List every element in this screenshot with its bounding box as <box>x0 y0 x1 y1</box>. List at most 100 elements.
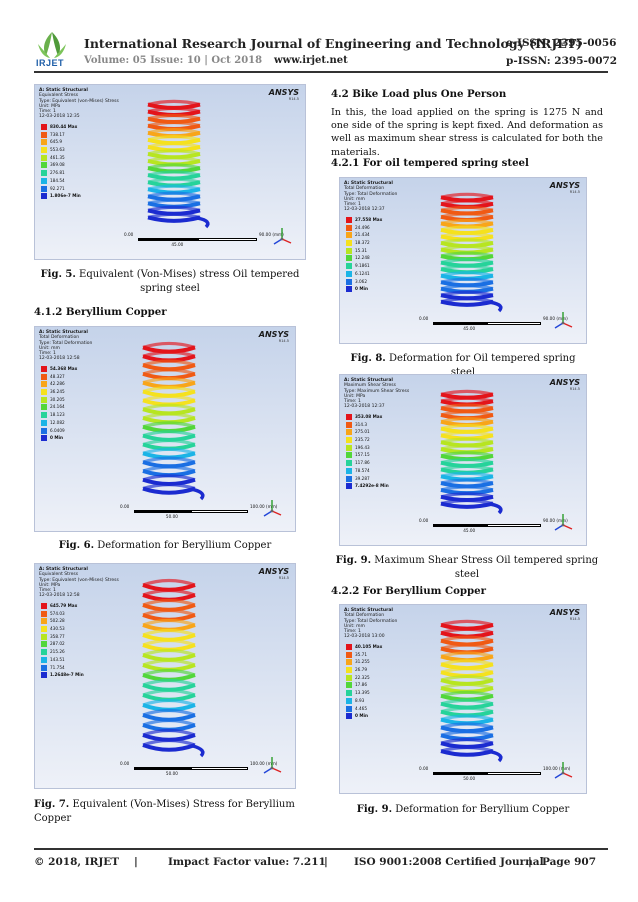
spring-coil-back <box>440 403 494 410</box>
contour-legend: 830.44 Max 738.17 645.9 553.63 461.35 369.08 2… <box>41 123 81 200</box>
legend-entry: 12.248 <box>346 254 370 262</box>
spring-coil-back <box>142 474 196 482</box>
legend-entry: 6.1241 <box>346 270 370 278</box>
legend-label: 71.754 <box>50 664 65 670</box>
spring-coil-back <box>147 142 201 149</box>
footer-separator: | <box>528 856 532 868</box>
figure-7-text: Equivalent (Von-Mises) Stress for Beryll… <box>34 799 295 824</box>
spring-coil-back <box>440 464 494 472</box>
figure-7-caption: Fig. 7. Equivalent (Von-Mises) Stress fo… <box>34 798 324 826</box>
legend-entry: 353.08 Max <box>346 413 382 421</box>
spring-coil-back <box>440 698 494 706</box>
spring-coil-back <box>142 447 196 455</box>
legend-entry: 1.2648e-7 Min <box>41 671 84 679</box>
spring-coil-back <box>440 722 494 729</box>
legend-entry: 314.3 <box>346 421 367 429</box>
result-info-line: A: Static Structural <box>39 330 88 335</box>
legend-label: 369.08 <box>50 162 65 168</box>
scale-segment-light <box>191 767 248 770</box>
spring-coil-back <box>440 430 494 437</box>
legend-label: 24.164 <box>50 404 65 410</box>
legend-label: 3.062 <box>355 278 367 284</box>
result-info-line: Unit: mm <box>344 623 365 629</box>
legend-entry: 48.327 <box>41 373 65 381</box>
spring-end-hook <box>192 487 205 501</box>
legend-entry: 12.082 <box>41 419 65 427</box>
result-info-line: 12-03-2018 12:37 <box>344 207 385 213</box>
legend-entry: 7.4292e-8 Min <box>346 482 389 490</box>
figure-9-deformation-beryllium: A: Static Structural Total Deformation Typ… <box>339 604 587 794</box>
spring-coil-back <box>142 385 196 394</box>
ansys-logo: ANSYS <box>258 567 289 576</box>
spring-coil-back <box>147 198 201 205</box>
legend-entry: 13.395 <box>346 689 370 697</box>
axis-triad-icon <box>263 757 282 774</box>
legend-label: 78.574 <box>355 467 370 473</box>
spring-coil-back <box>142 648 196 657</box>
result-info-line: Unit: MPa <box>39 582 61 588</box>
spring-coil-back <box>142 678 196 687</box>
spring-coil-back <box>440 667 494 674</box>
ansys-version: R14.5 <box>288 97 299 101</box>
spring-end-hook <box>490 300 503 313</box>
legend-swatch <box>346 697 352 704</box>
legend-swatch <box>41 154 47 161</box>
spring-coil-back <box>142 368 196 376</box>
scale-segment-dark <box>134 510 191 513</box>
spring-coil-back <box>142 465 196 473</box>
footer-iso: ISO 9001:2008 Certified Journal <box>354 856 544 868</box>
scale-bar: 0.00 100.00 (mm) 50.00 <box>120 761 277 776</box>
scale-end-label: 90.00 (mm) <box>259 232 284 237</box>
legend-entry: 645.9 <box>41 138 62 146</box>
figure-8-caption: Fig. 8. Deformation for Oil tempered spr… <box>339 352 587 380</box>
scale-start-label: 0.00 <box>124 232 134 237</box>
scale-segment-light <box>487 772 541 775</box>
legend-swatch <box>41 162 47 169</box>
legend-entry: 1.806e-7 Min <box>41 192 81 200</box>
result-info-line: Type: Total Deformation <box>344 191 398 197</box>
journal-website[interactable]: www.irjet.net <box>274 55 348 66</box>
result-info-line: Total Deformation <box>344 613 385 619</box>
e-issn: e-ISSN: 2395-0056 <box>506 37 617 49</box>
legend-label: 6.0409 <box>50 427 65 433</box>
spring-coil-back <box>147 120 201 128</box>
legend-label: 54.368 Max <box>50 366 78 371</box>
spring-coil-back <box>142 377 196 385</box>
legend-entry: 574.03 <box>41 610 65 618</box>
figure-5-caption: Fig. 5. Equivalent (Von-Mises) stress Oi… <box>34 268 306 296</box>
legend-swatch <box>346 286 352 293</box>
legend-label: 4.465 <box>355 705 367 711</box>
spring-coil-back <box>440 674 494 682</box>
scale-bar: 0.00 90.00 (mm) 45.00 <box>124 232 284 247</box>
legend-entry: 461.35 <box>41 154 65 162</box>
scale-mid-label: 50.00 <box>165 771 178 776</box>
spring-coil-back <box>440 643 494 651</box>
result-info-line: Type: Total Deformation <box>344 618 398 624</box>
legend-label: 7.4292e-8 Min <box>355 483 389 489</box>
legend-entry: 287.02 <box>41 640 65 648</box>
scale-start-label: 0.00 <box>419 766 429 771</box>
ansys-version: R14.5 <box>569 190 580 194</box>
legend-entry: 40.105 Max <box>346 643 382 651</box>
legend-entry: 117.86 <box>346 459 370 467</box>
spring-coil-back <box>147 149 201 156</box>
legend-entry: 0 Min <box>346 285 368 293</box>
legend-label: 27.558 Max <box>355 217 383 222</box>
spring-coil-front <box>142 743 196 752</box>
legend-label: 40.105 Max <box>355 644 383 649</box>
legend-entry: 430.53 <box>41 625 65 633</box>
legend-label: 35.71 <box>355 651 367 657</box>
legend-swatch <box>41 427 47 434</box>
legend-entry: 54.368 Max <box>41 365 77 373</box>
page-header: IRJET International Research Journal of … <box>0 0 638 80</box>
scale-segment-light <box>487 322 541 325</box>
figure-9b-text: Deformation for Beryllium Copper <box>392 804 570 815</box>
legend-entry: 275.01 <box>346 428 370 436</box>
header-divider <box>34 71 608 73</box>
scale-mid-label: 45.00 <box>463 326 476 331</box>
legend-entry: 30.205 <box>41 396 65 404</box>
spring-coil-back <box>142 628 196 637</box>
legend-entry: 645.79 Max <box>41 602 77 610</box>
spring-coil-front <box>142 486 196 495</box>
legend-entry: 36.245 <box>41 388 65 396</box>
